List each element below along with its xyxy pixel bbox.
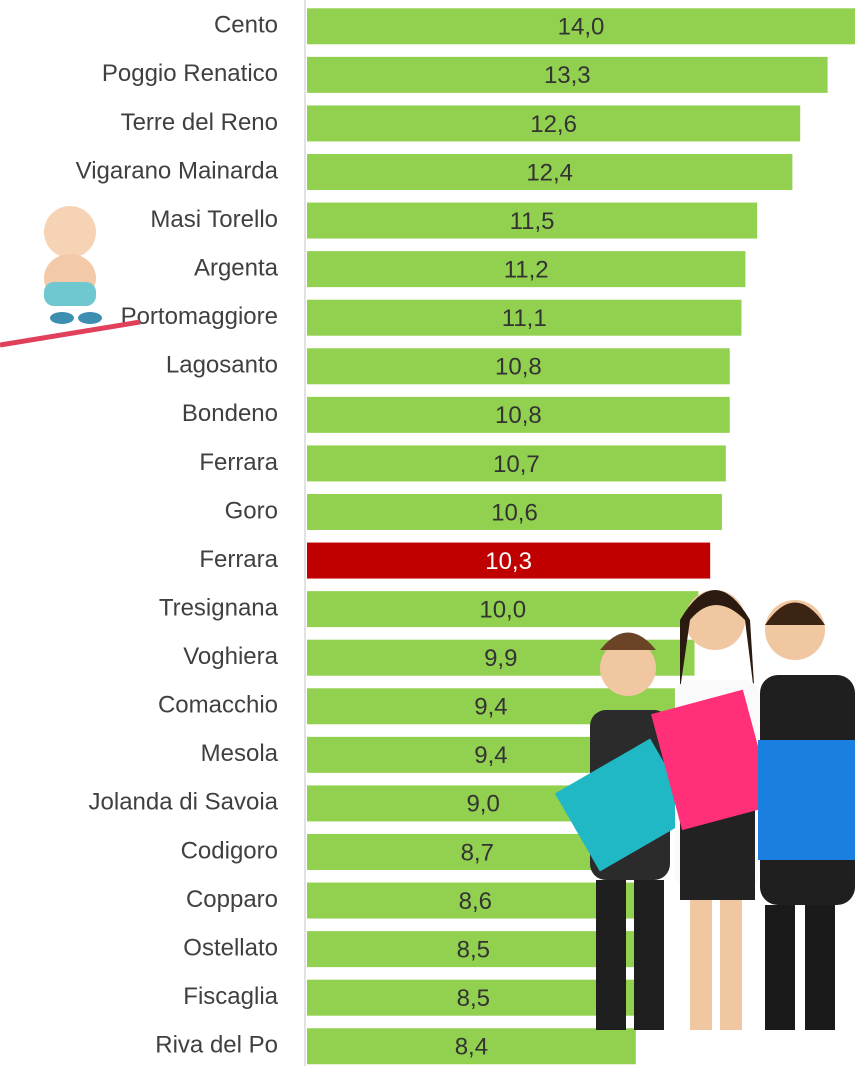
baby-illustration: [0, 206, 140, 345]
category-label: Fiscaglia: [183, 983, 278, 1010]
category-label: Voghiera: [183, 643, 278, 670]
chart: Cento 14,0 Poggio Renatico 13,3 Terre del Re…: [0, 0, 855, 1066]
value-label: 9,0: [466, 791, 499, 818]
value-label: 13,3: [544, 62, 591, 89]
category-label: Bondeno: [182, 400, 278, 427]
value-label: 11,2: [504, 256, 549, 283]
value-label: 8,6: [459, 888, 492, 915]
category-label: Goro: [225, 497, 278, 524]
value-label: 10,3: [485, 548, 532, 575]
value-label: 8,5: [457, 985, 490, 1012]
value-label: 10,8: [495, 354, 542, 381]
category-label: Terre del Reno: [121, 109, 278, 136]
category-label: Poggio Renatico: [102, 60, 278, 87]
value-label: 10,0: [479, 596, 526, 623]
category-label: Codigoro: [181, 837, 278, 864]
value-label: 10,6: [491, 499, 538, 526]
value-label: 8,7: [461, 839, 494, 866]
category-label: Riva del Po: [155, 1032, 278, 1059]
value-label: 11,5: [510, 208, 555, 235]
value-label: 10,7: [493, 451, 540, 478]
category-label: Masi Torello: [150, 206, 278, 233]
category-label: Copparo: [186, 886, 278, 913]
value-label: 14,0: [558, 14, 605, 41]
category-label: Ostellato: [183, 934, 278, 961]
category-label: Jolanda di Savoia: [89, 789, 279, 816]
value-label: 8,5: [457, 936, 490, 963]
value-label: 9,4: [474, 694, 507, 721]
value-label: 9,4: [474, 742, 507, 769]
value-label: 10,8: [495, 402, 542, 429]
category-label: Ferrara: [199, 449, 278, 476]
value-label: 12,4: [526, 159, 573, 186]
value-label: 9,9: [484, 645, 517, 672]
value-label: 11,1: [502, 305, 547, 332]
value-label: 8,4: [455, 1034, 488, 1061]
category-label: Argenta: [194, 254, 279, 281]
category-label: Tresignana: [159, 594, 279, 621]
category-label: Lagosanto: [166, 352, 278, 379]
category-label: Portomaggiore: [121, 303, 278, 330]
category-label: Ferrara: [199, 546, 278, 573]
category-label: Vigarano Mainarda: [76, 157, 279, 184]
category-label: Mesola: [201, 740, 279, 767]
value-label: 12,6: [530, 111, 577, 138]
category-label: Comacchio: [158, 692, 278, 719]
category-label: Cento: [214, 12, 278, 39]
